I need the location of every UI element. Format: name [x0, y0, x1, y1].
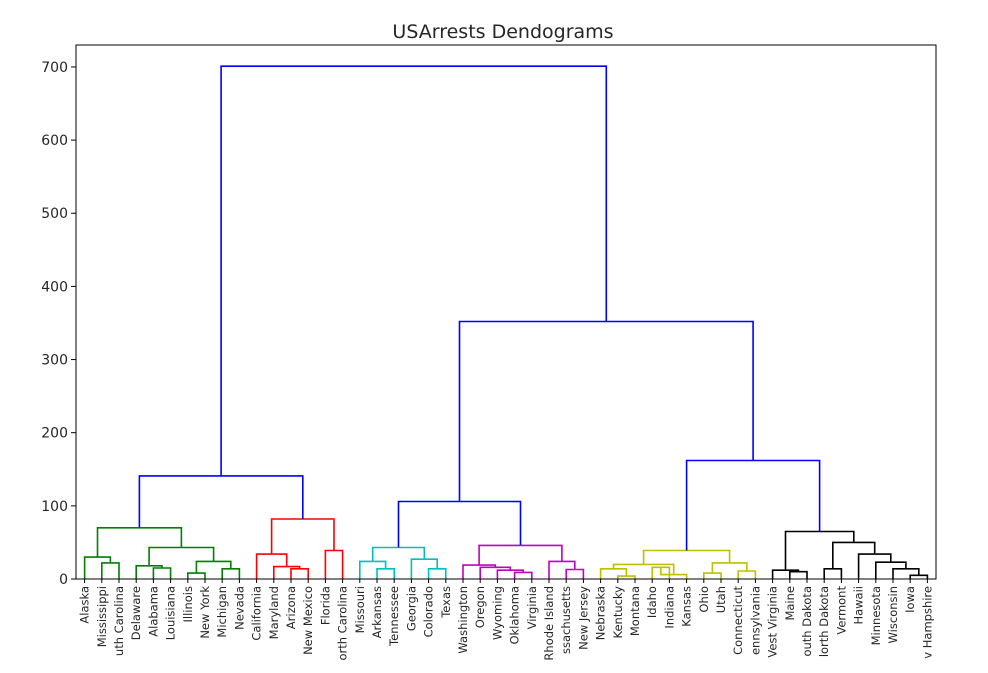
link-black-40 [909, 574, 929, 579]
link-green-8 [96, 526, 183, 558]
leaf-label: Mississippi [95, 586, 109, 647]
leaf-label: Missouri [353, 586, 367, 633]
link-black-42 [874, 561, 907, 579]
leaf-label: Oklahoma [508, 586, 522, 645]
leaf-label: Maine [783, 586, 797, 621]
leaf-label: Vermont [834, 586, 848, 635]
leaf-label: ennsylvania [748, 586, 762, 655]
link-green-4 [187, 572, 206, 579]
dendrogram-links [83, 65, 929, 579]
leaf-label: Nebraska [594, 586, 608, 640]
link-magenta-20 [513, 571, 533, 579]
leaf-label: Indiana [662, 586, 676, 629]
link-black-45 [784, 530, 855, 571]
leaf-labels: Alaska Mississippi uth Carolina Delaware Ala… [78, 579, 934, 661]
link-cyan-15 [376, 567, 396, 579]
leaf-label: Hawaii [852, 586, 866, 625]
leaf-label: Tennessee [387, 586, 401, 647]
leaf-label: Louisiana [164, 586, 178, 640]
link-red-12 [324, 549, 344, 579]
link-blue-48 [220, 65, 608, 476]
leaf-label: Montana [628, 586, 642, 636]
chart-title: USArrests Dendograms [392, 21, 613, 43]
y-tick-label: 700 [41, 60, 68, 76]
link-cyan-17 [427, 567, 447, 579]
leaf-label: Arkansas [370, 586, 384, 638]
leaf-label: New Mexico [301, 586, 315, 655]
leaf-label: Arizona [284, 586, 298, 629]
link-black-44 [831, 541, 876, 569]
link-blue-14 [138, 475, 304, 528]
leaf-label: Oregon [473, 586, 487, 628]
y-tick-label: 200 [41, 426, 68, 442]
leaf-label: lorth Dakota [817, 586, 831, 657]
leaf-label: Maryland [267, 586, 281, 639]
y-tick-label: 0 [59, 572, 68, 588]
y-tick-label: 500 [41, 206, 68, 222]
leaf-label: orth Carolina [336, 586, 350, 661]
link-olive-34 [737, 570, 757, 579]
link-green-0 [101, 562, 120, 579]
leaf-label: Minnesota [869, 586, 883, 645]
link-cyan-16 [358, 560, 387, 579]
leaf-label: Alabama [146, 586, 160, 637]
leaf-label: Nevada [232, 586, 246, 630]
leaf-label: California [250, 586, 264, 641]
link-black-37 [788, 570, 808, 579]
link-green-1 [83, 556, 112, 579]
leaf-label: Texas [439, 586, 453, 619]
y-axis: 0 100 200 300 400 500 600 700 [41, 60, 76, 588]
link-magenta-21 [496, 569, 525, 579]
link-green-7 [148, 546, 215, 566]
link-blue-46 [685, 459, 821, 551]
y-tick-label: 300 [41, 353, 68, 369]
link-green-5 [221, 567, 241, 579]
link-blue-27 [397, 500, 522, 548]
leaf-label: Idaho [645, 586, 659, 618]
leaf-label: Wyoming [490, 586, 504, 640]
leaf-label: Michigan [215, 586, 229, 638]
link-red-9 [290, 567, 310, 579]
leaf-label: Vest Virginia [766, 586, 780, 658]
link-green-6 [195, 560, 232, 574]
leaf-label: Iowa [903, 586, 917, 613]
link-black-43 [857, 553, 892, 579]
leaf-label: Florida [318, 586, 332, 625]
leaf-label: Virginia [525, 586, 539, 629]
link-magenta-24 [565, 568, 585, 579]
leaf-label: Rhode Island [542, 586, 556, 661]
link-magenta-22 [479, 566, 512, 579]
y-tick-label: 400 [41, 279, 68, 295]
leaf-label: Georgia [404, 586, 418, 631]
leaf-label: New Jersey [576, 586, 590, 650]
link-black-41 [892, 567, 920, 579]
link-olive-33 [702, 572, 722, 579]
link-olive-29 [599, 567, 628, 579]
leaf-label: New York [198, 586, 212, 639]
leaf-label: uth Carolina [112, 586, 126, 656]
y-tick-label: 600 [41, 133, 68, 149]
leaf-label: Colorado [422, 586, 436, 637]
leaf-label: Connecticut [731, 586, 745, 655]
leaf-label: Delaware [129, 586, 143, 640]
leaf-label: outh Dakota [800, 586, 814, 657]
leaf-label: Illinois [181, 586, 195, 623]
plot-frame [75, 44, 937, 580]
y-tick-label: 100 [41, 499, 68, 515]
leaf-label: Kansas [680, 586, 694, 627]
leaf-label: Utah [714, 586, 728, 613]
leaf-label: Alaska [78, 586, 92, 624]
leaf-label: Washington [456, 586, 470, 654]
leaf-label: Wisconsin [886, 586, 900, 643]
leaf-label: ssachusetts [559, 586, 573, 654]
link-blue-47 [458, 320, 754, 502]
leaf-label: Ohio [697, 586, 711, 613]
link-red-13 [270, 518, 335, 555]
leaf-label: v Hampshire [920, 586, 934, 659]
link-black-39 [823, 567, 843, 579]
link-green-2 [152, 567, 172, 579]
leaf-label: Kentucky [611, 586, 625, 639]
